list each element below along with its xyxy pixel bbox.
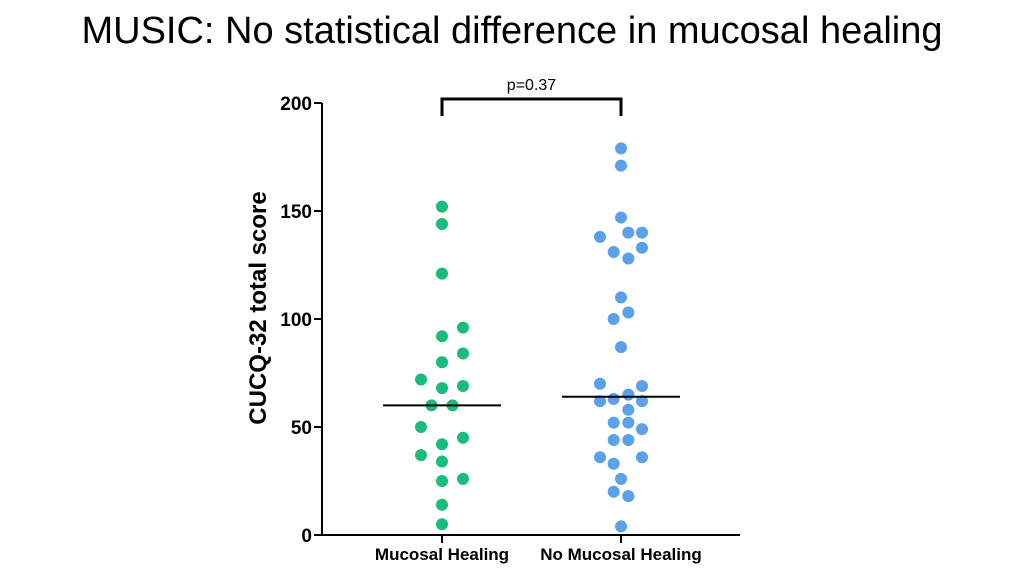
data-point (622, 306, 635, 319)
p-value-label: p=0.37 (507, 77, 556, 94)
data-point (436, 498, 448, 511)
data-point (636, 423, 648, 436)
data-point (594, 230, 606, 243)
data-point (457, 321, 469, 334)
data-point (622, 403, 635, 416)
y-tick-label: 100 (280, 310, 312, 331)
data-point (615, 159, 627, 172)
data-point (622, 226, 635, 239)
data-point (615, 142, 627, 155)
data-point (636, 395, 648, 408)
data-point (607, 246, 620, 259)
data-point (415, 449, 427, 462)
data-point (615, 472, 627, 485)
data-point (436, 217, 448, 230)
y-tick-label: 200 (280, 94, 312, 115)
axes: 0 50 100 150 200 Mucosal Healing No Mucosal He… (280, 94, 740, 564)
data-point (594, 377, 606, 390)
data-point (415, 373, 427, 386)
data-point (607, 416, 620, 429)
data-point (622, 416, 635, 429)
data-point (607, 457, 620, 470)
data-point (622, 433, 635, 446)
data-point (636, 451, 648, 464)
data-point (615, 211, 627, 224)
data-point (457, 347, 469, 360)
data-point (415, 421, 427, 433)
data-point (436, 267, 448, 280)
y-axis-label: CUCQ-32 total score (245, 191, 272, 424)
bracket-line (440, 97, 623, 116)
data-point (636, 241, 648, 254)
data-point (457, 472, 469, 485)
data-point (436, 438, 448, 451)
data-point (436, 356, 448, 369)
data-point (457, 431, 469, 444)
data-point (436, 455, 448, 468)
data-point (594, 395, 606, 408)
data-point (615, 341, 627, 354)
data-point (636, 226, 648, 239)
y-tick-label: 50 (291, 418, 312, 439)
x-tick-label: Mucosal Healing (375, 545, 509, 564)
data-points (383, 142, 680, 533)
data-point (436, 518, 448, 531)
data-point (607, 313, 620, 325)
data-point (607, 433, 620, 446)
data-point (636, 379, 648, 392)
data-point (622, 252, 635, 265)
data-point (594, 451, 606, 464)
data-point (457, 379, 469, 392)
data-point (436, 330, 448, 343)
slide-title: MUSIC: No statistical difference in muco… (81, 10, 943, 52)
data-point (436, 475, 448, 487)
data-point (436, 200, 448, 213)
y-tick-label: 0 (301, 526, 312, 547)
x-tick-label: No Mucosal Healing (540, 545, 702, 564)
significance-bracket: p=0.37 (440, 77, 623, 116)
data-point (436, 382, 448, 395)
data-point (607, 485, 620, 498)
data-point (622, 490, 635, 503)
data-point (615, 291, 627, 304)
data-point (622, 388, 635, 401)
data-point (607, 392, 620, 405)
y-tick-label: 150 (280, 202, 312, 223)
data-point (615, 520, 627, 533)
